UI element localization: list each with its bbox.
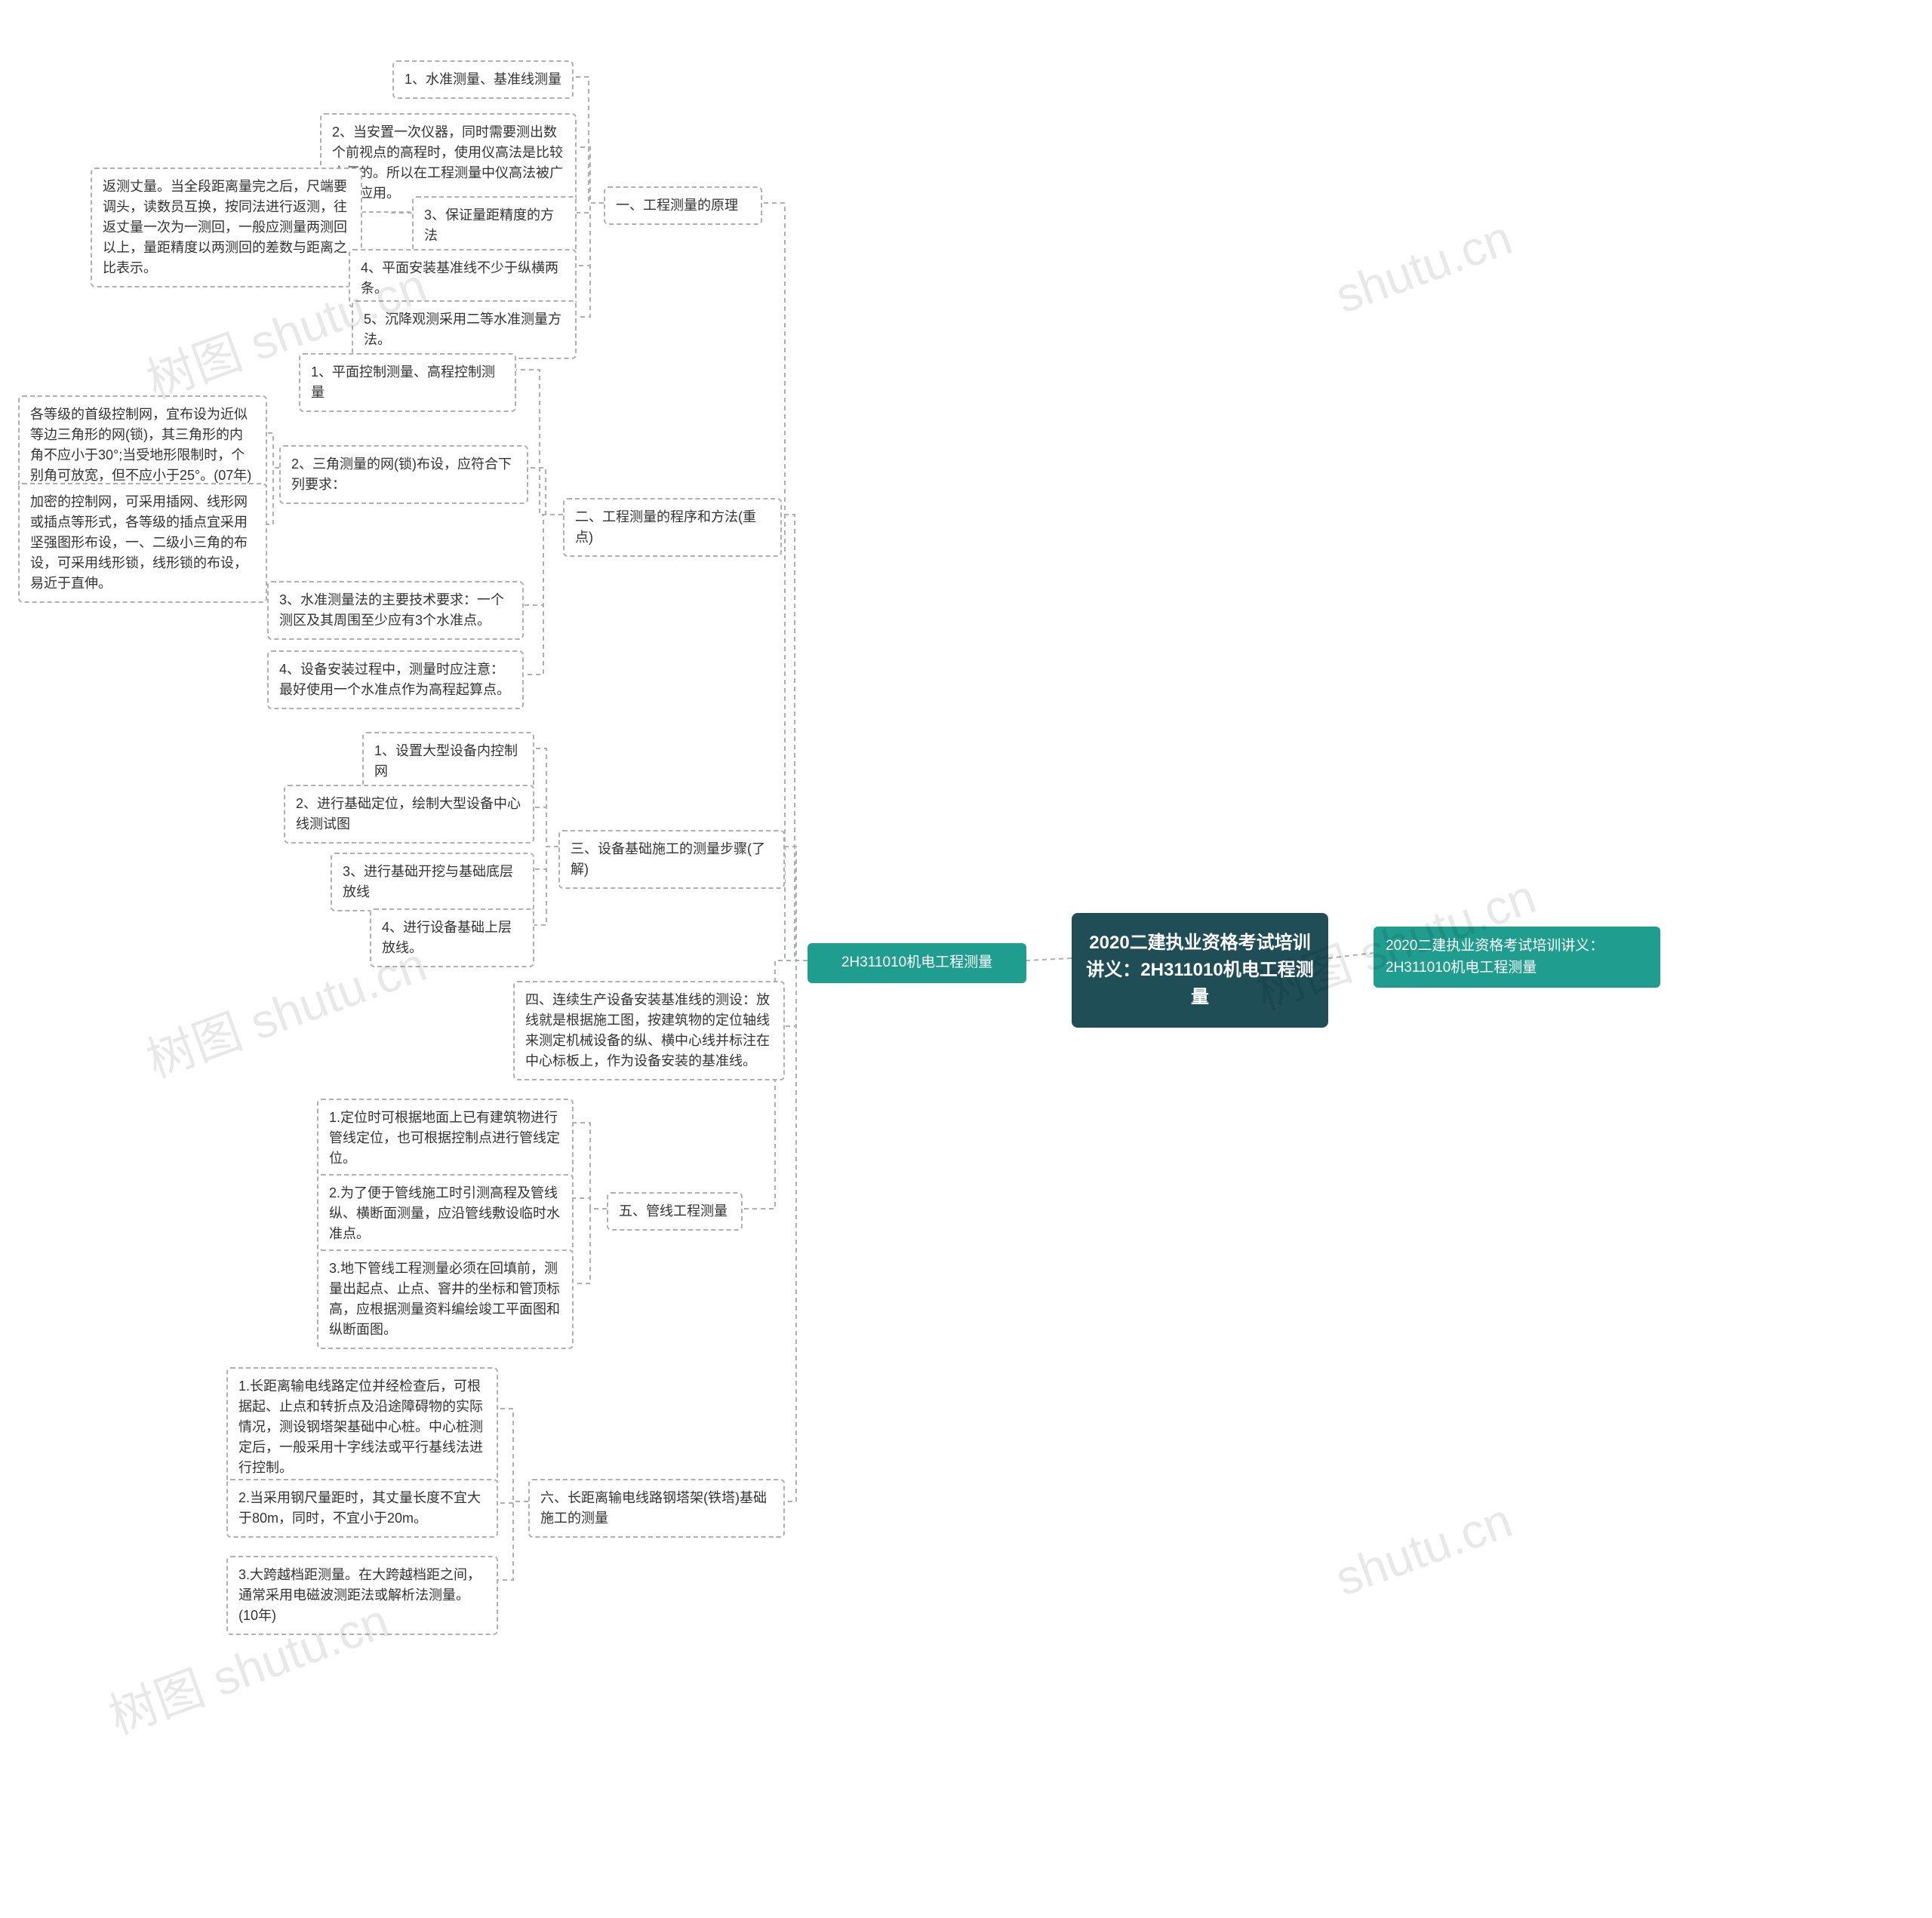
- child-node: 1、平面控制测量、高程控制测量: [299, 353, 516, 412]
- section-node: 四、连续生产设备安装基准线的测设：放线就是根据施工图，按建筑物的定位轴线来测定机…: [513, 981, 785, 1080]
- watermark: shutu.cn: [1328, 209, 1519, 324]
- section-node: 一、工程测量的原理: [604, 186, 762, 225]
- child-node: 2、进行基础定位，绘制大型设备中心线测试图: [284, 785, 534, 844]
- child-node: 2.为了便于管线施工时引测高程及管线纵、横断面测量，应沿管线敷设临时水准点。: [317, 1174, 574, 1253]
- child-node: 3、保证量距精度的方法: [412, 196, 577, 255]
- child-node: 3、进行基础开挖与基础底层放线: [331, 853, 534, 911]
- section-node: 三、设备基础施工的测量步骤(了解): [558, 830, 785, 889]
- watermark: shutu.cn: [1328, 1492, 1519, 1606]
- left-primary-node: 2H311010机电工程测量: [808, 943, 1026, 983]
- child-node: 2.当采用钢尺量距时，其丈量长度不宜大于80m，同时，不宜小于20m。: [226, 1479, 498, 1538]
- section-node: 五、管线工程测量: [607, 1192, 743, 1231]
- root-node: 2020二建执业资格考试培训讲义：2H311010机电工程测量: [1072, 913, 1328, 1028]
- child-node: 3.地下管线工程测量必须在回填前，测量出起点、止点、窨井的坐标和管顶标高，应根据…: [317, 1249, 574, 1349]
- right-summary-node: 2020二建执业资格考试培训讲义：2H311010机电工程测量: [1374, 927, 1660, 988]
- child-node: 3、水准测量法的主要技术要求：一个测区及其周围至少应有3个水准点。: [267, 581, 524, 640]
- child-node: 1.定位时可根据地面上已有建筑物进行管线定位，也可根据控制点进行管线定位。: [317, 1099, 574, 1178]
- grandchild-node: 返测丈量。当全段距离量完之后，尺端要调头，读数员互换，按同法进行返测，往返丈量一…: [91, 168, 362, 287]
- grandchild-node: 各等级的首级控制网，宜布设为近似等边三角形的网(锁)，其三角形的内角不应小于30…: [18, 395, 267, 495]
- child-node: 3.大跨越档距测量。在大跨越档距之间，通常采用电磁波测距法或解析法测量。(10年…: [226, 1556, 498, 1635]
- grandchild-node: 加密的控制网，可采用插网、线形网或插点等形式，各等级的插点宜采用坚强图形布设，一…: [18, 483, 267, 603]
- child-node: 1、水准测量、基准线测量: [392, 60, 574, 99]
- child-node: 1、设置大型设备内控制网: [362, 732, 534, 791]
- child-node: 4、平面安装基准线不少于纵横两条。: [349, 249, 577, 308]
- child-node: 2、三角测量的网(锁)布设，应符合下列要求：: [279, 445, 528, 504]
- section-node: 六、长距离输电线路钢塔架(铁塔)基础施工的测量: [528, 1479, 785, 1538]
- child-node: 4、设备安装过程中，测量时应注意：最好使用一个水准点作为高程起算点。: [267, 650, 524, 709]
- child-node: 5、沉降观测采用二等水准测量方法。: [352, 300, 577, 359]
- child-node: 4、进行设备基础上层放线。: [370, 908, 534, 967]
- section-node: 二、工程测量的程序和方法(重点): [563, 498, 782, 557]
- child-node: 1.长距离输电线路定位并经检查后，可根据起、止点和转折点及沿途障碍物的实际情况，…: [226, 1367, 498, 1487]
